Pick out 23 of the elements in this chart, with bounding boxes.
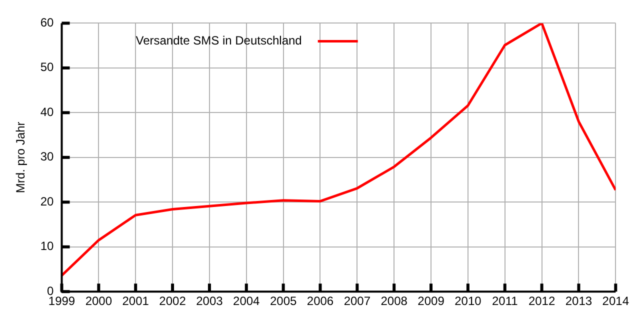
y-axis-title: Mrd. pro Jahr <box>14 122 28 194</box>
y-tick-label: 40 <box>40 104 54 119</box>
y-tick-label: 50 <box>40 60 54 74</box>
x-tick-label: 2000 <box>85 294 112 308</box>
x-tick-label: 2014 <box>602 294 630 308</box>
y-tick-label: 60 <box>40 16 54 30</box>
x-tick-label: 2007 <box>344 294 371 308</box>
x-tick-label: 2005 <box>270 294 297 308</box>
x-tick-label: 2002 <box>159 294 186 308</box>
y-tick-label: 30 <box>40 150 54 164</box>
legend-label: Versandte SMS in Deutschland <box>136 34 302 48</box>
x-tick-label: 2011 <box>492 294 518 308</box>
x-tick-label: 2012 <box>528 294 556 308</box>
x-tick-label: 2001 <box>122 294 150 308</box>
x-tick-label: 2003 <box>196 294 224 308</box>
x-tick-label: 2004 <box>233 294 260 308</box>
x-tick-label: 2006 <box>306 294 334 308</box>
x-tick-label: 2013 <box>565 294 592 308</box>
y-tick-label: 10 <box>40 239 54 254</box>
x-tick-label: 2010 <box>454 294 482 308</box>
x-tick-label: 2008 <box>380 294 408 308</box>
y-tick-label: 20 <box>40 194 54 208</box>
x-tick-label: 2009 <box>418 294 445 308</box>
